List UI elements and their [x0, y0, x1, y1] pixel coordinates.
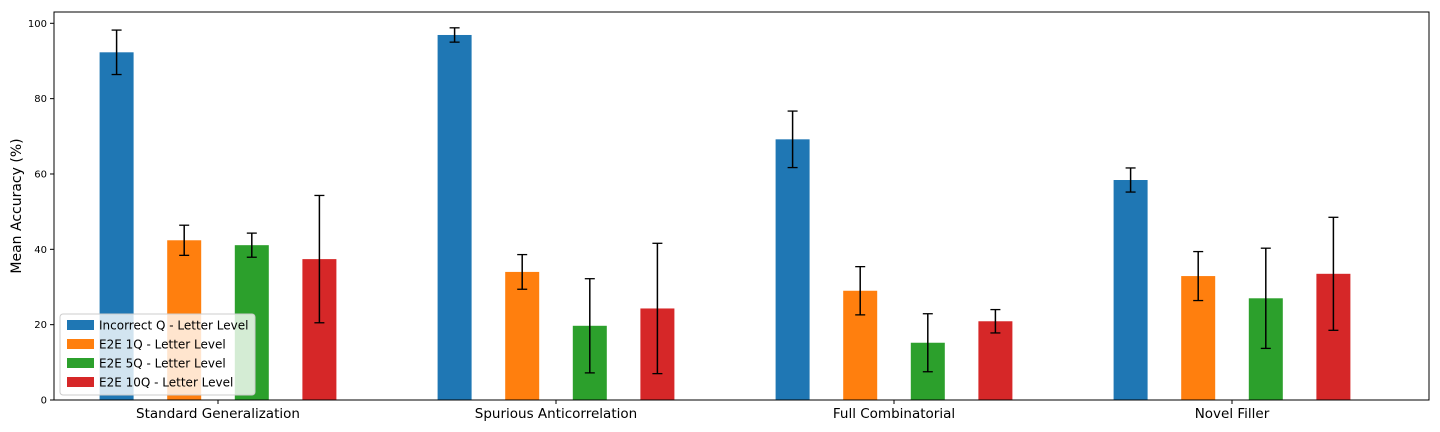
legend-label: Incorrect Q - Letter Level — [99, 319, 248, 333]
legend: Incorrect Q - Letter Level E2E 1Q - Lette… — [59, 313, 256, 396]
y-tick-label: 80 — [34, 94, 47, 105]
bar — [775, 139, 810, 400]
bar — [437, 34, 472, 401]
plot-area-frame — [53, 11, 1430, 401]
legend-swatch — [67, 339, 94, 349]
legend-swatch — [67, 377, 94, 387]
legend-swatch — [67, 358, 94, 368]
y-tick-label: 20 — [34, 320, 47, 331]
legend-swatch — [67, 320, 94, 330]
error-bars-layer — [111, 27, 1339, 375]
bar — [1113, 180, 1148, 400]
bar — [978, 321, 1013, 400]
x-category-label: Spurious Anticorrelation — [475, 406, 637, 422]
y-tick-label: 60 — [34, 169, 47, 180]
y-axis-title: Mean Accuracy (%) — [9, 138, 25, 273]
bars-layer — [99, 34, 1351, 401]
legend-label: E2E 10Q - Letter Level — [99, 376, 233, 390]
x-category-label: Full Combinatorial — [833, 406, 955, 422]
legend-label: E2E 1Q - Letter Level — [99, 338, 226, 352]
y-tick-label: 100 — [28, 19, 47, 30]
y-tick-label: 0 — [41, 396, 47, 407]
legend-label: E2E 5Q - Letter Level — [99, 357, 226, 371]
x-axis: Standard Generalization Spurious Anticorr… — [136, 400, 1270, 422]
legend-box — [59, 313, 256, 396]
y-axis: 0 20 40 60 80 100 — [28, 19, 54, 407]
x-category-label: Standard Generalization — [136, 406, 300, 422]
bar — [505, 271, 540, 400]
x-category-label: Novel Filler — [1195, 406, 1270, 422]
y-tick-label: 40 — [34, 245, 47, 256]
